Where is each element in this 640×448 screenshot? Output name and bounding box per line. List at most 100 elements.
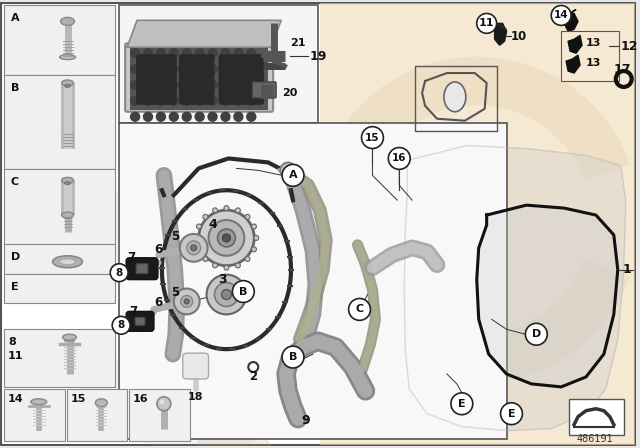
Circle shape xyxy=(214,283,238,306)
Circle shape xyxy=(221,96,230,105)
Text: 13: 13 xyxy=(586,38,602,48)
Circle shape xyxy=(247,81,256,90)
Text: E: E xyxy=(11,282,19,292)
Circle shape xyxy=(182,112,191,121)
Circle shape xyxy=(191,245,196,251)
Text: 19: 19 xyxy=(310,50,327,63)
FancyBboxPatch shape xyxy=(4,329,115,387)
FancyBboxPatch shape xyxy=(129,389,189,440)
Circle shape xyxy=(551,5,571,26)
Circle shape xyxy=(170,112,179,121)
FancyBboxPatch shape xyxy=(4,5,115,75)
Circle shape xyxy=(282,346,304,368)
Circle shape xyxy=(110,264,128,282)
Circle shape xyxy=(180,296,193,307)
Ellipse shape xyxy=(63,334,76,340)
Circle shape xyxy=(156,81,165,90)
Circle shape xyxy=(195,65,204,73)
Circle shape xyxy=(184,299,189,304)
Text: 21: 21 xyxy=(290,38,305,48)
FancyBboxPatch shape xyxy=(136,264,148,274)
Circle shape xyxy=(112,316,130,334)
Circle shape xyxy=(221,81,230,90)
Text: 486191: 486191 xyxy=(577,434,614,444)
Circle shape xyxy=(254,235,259,241)
Circle shape xyxy=(143,96,152,105)
Text: 8: 8 xyxy=(116,267,123,278)
Text: 8: 8 xyxy=(118,320,125,330)
Circle shape xyxy=(218,229,236,247)
Polygon shape xyxy=(404,146,626,431)
Circle shape xyxy=(182,49,191,58)
Circle shape xyxy=(224,206,229,211)
Circle shape xyxy=(156,49,165,58)
Circle shape xyxy=(195,49,204,58)
Circle shape xyxy=(247,65,256,73)
Circle shape xyxy=(252,247,257,252)
Text: C: C xyxy=(11,177,19,187)
Circle shape xyxy=(252,224,257,229)
Circle shape xyxy=(180,234,207,262)
Circle shape xyxy=(236,208,241,213)
Circle shape xyxy=(221,289,232,299)
FancyBboxPatch shape xyxy=(119,5,318,123)
FancyBboxPatch shape xyxy=(125,43,273,112)
Circle shape xyxy=(156,65,165,73)
Circle shape xyxy=(143,112,152,121)
Circle shape xyxy=(221,49,230,58)
Text: 15: 15 xyxy=(70,394,86,404)
Circle shape xyxy=(208,112,217,121)
FancyBboxPatch shape xyxy=(183,353,209,379)
Polygon shape xyxy=(477,205,618,387)
Circle shape xyxy=(182,81,191,90)
FancyBboxPatch shape xyxy=(4,169,115,244)
Circle shape xyxy=(232,280,254,302)
Circle shape xyxy=(477,13,497,33)
Text: 17: 17 xyxy=(614,63,631,76)
Circle shape xyxy=(170,49,179,58)
Circle shape xyxy=(187,241,200,255)
Text: 7: 7 xyxy=(129,305,137,318)
Text: 1: 1 xyxy=(623,263,632,276)
Circle shape xyxy=(156,96,165,105)
Text: 5: 5 xyxy=(171,230,179,243)
FancyBboxPatch shape xyxy=(252,82,276,98)
Text: 16: 16 xyxy=(133,394,148,404)
Circle shape xyxy=(198,210,254,266)
Circle shape xyxy=(170,65,179,73)
Ellipse shape xyxy=(95,399,108,407)
Circle shape xyxy=(234,81,243,90)
Text: 12: 12 xyxy=(621,40,638,53)
Circle shape xyxy=(174,289,200,314)
Polygon shape xyxy=(566,55,580,73)
Circle shape xyxy=(208,49,217,58)
Ellipse shape xyxy=(52,256,83,268)
Text: 8: 8 xyxy=(8,337,16,347)
Text: E: E xyxy=(508,409,515,419)
Ellipse shape xyxy=(65,85,70,87)
Text: 4: 4 xyxy=(209,217,218,231)
Text: 18: 18 xyxy=(188,392,204,402)
Text: 9: 9 xyxy=(301,414,310,427)
Circle shape xyxy=(451,393,473,415)
Ellipse shape xyxy=(60,259,76,265)
Text: D: D xyxy=(11,252,20,262)
Circle shape xyxy=(203,257,208,262)
Polygon shape xyxy=(564,9,578,31)
Ellipse shape xyxy=(61,177,74,183)
Circle shape xyxy=(208,96,217,105)
Circle shape xyxy=(221,112,230,121)
Ellipse shape xyxy=(65,182,70,185)
FancyBboxPatch shape xyxy=(67,389,127,440)
Polygon shape xyxy=(228,126,308,225)
FancyBboxPatch shape xyxy=(4,75,115,169)
FancyBboxPatch shape xyxy=(4,244,115,274)
Circle shape xyxy=(234,112,243,121)
FancyBboxPatch shape xyxy=(130,48,268,110)
Circle shape xyxy=(131,49,140,58)
Circle shape xyxy=(131,112,140,121)
Circle shape xyxy=(208,65,217,73)
Text: 14: 14 xyxy=(8,394,24,404)
Circle shape xyxy=(196,224,202,229)
Text: 13: 13 xyxy=(586,58,602,68)
